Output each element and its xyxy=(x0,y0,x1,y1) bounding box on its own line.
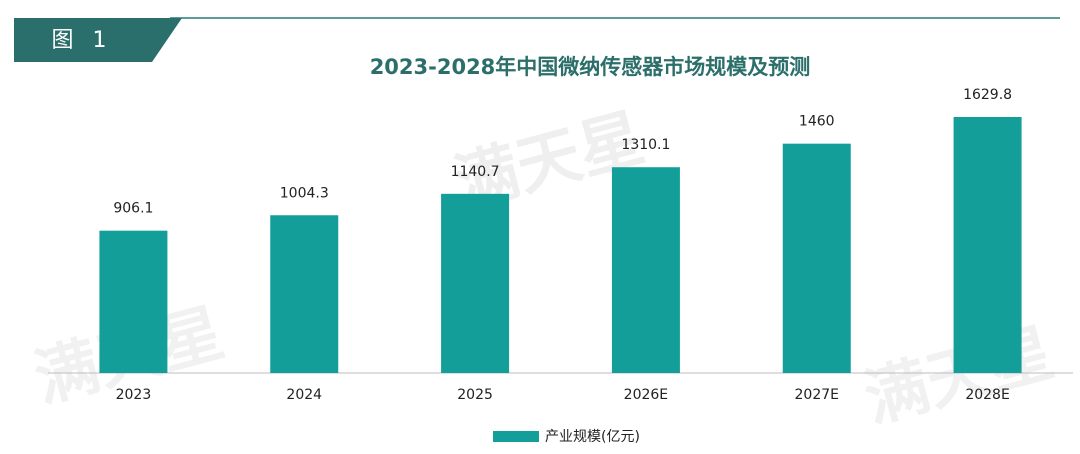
bar xyxy=(99,230,168,373)
x-tick-label: 2025 xyxy=(457,387,493,403)
legend-label: 产业规模(亿元) xyxy=(545,429,640,445)
value-label: 906.1 xyxy=(113,201,153,217)
bar xyxy=(782,143,851,373)
header-label: 图 1 xyxy=(52,28,113,53)
chart-title: 2023-2028年中国微纳传感器市场规模及预测 xyxy=(370,55,811,79)
x-tick-label: 2028E xyxy=(965,387,1009,403)
bar xyxy=(270,215,339,373)
bar xyxy=(611,167,680,373)
value-label: 1140.7 xyxy=(451,164,500,180)
value-label: 1004.3 xyxy=(280,185,329,201)
x-tick-label: 2023 xyxy=(116,387,152,403)
value-label: 1629.8 xyxy=(963,87,1012,103)
x-tick-label: 2027E xyxy=(795,387,839,403)
value-label: 1310.1 xyxy=(621,137,670,153)
bar xyxy=(953,117,1022,373)
x-tick-label: 2026E xyxy=(624,387,668,403)
bar xyxy=(441,193,510,373)
x-tick-label: 2024 xyxy=(286,387,322,403)
header-banner xyxy=(14,18,182,62)
value-label: 1460 xyxy=(799,114,835,130)
legend-swatch xyxy=(493,431,539,442)
